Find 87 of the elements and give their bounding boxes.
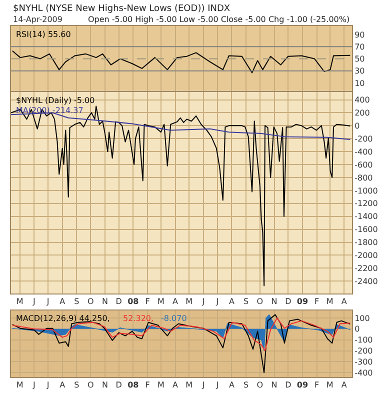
x-tick-label: O xyxy=(87,297,94,306)
line-series xyxy=(11,112,351,140)
y-tick-label: 400 xyxy=(354,96,370,105)
y-tick-label: -600 xyxy=(354,160,373,170)
x-tick-label: A xyxy=(172,297,179,306)
y-tick-label: -100 xyxy=(354,336,373,345)
y-tick-label: -2400 xyxy=(354,276,378,286)
y-tick-label: -1400 xyxy=(354,212,378,222)
line-series xyxy=(12,314,351,374)
y-tick-label: 90 xyxy=(354,30,365,40)
series-label: MACD(12,26,9) 44.250, xyxy=(16,314,110,323)
x-tick-label: N xyxy=(102,380,108,390)
y-tick-label: -1800 xyxy=(354,238,378,248)
x-tick-label: F xyxy=(145,297,150,306)
x-tick-label: J xyxy=(32,297,36,306)
x-tick-label: A xyxy=(172,380,179,390)
y-tick-label: -300 xyxy=(354,357,373,366)
y-tick-label: 200 xyxy=(354,108,370,118)
x-tick-label: 08 xyxy=(128,380,140,390)
y-tick-label: -800 xyxy=(354,173,373,182)
y-tick-label: -400 xyxy=(354,147,373,156)
x-tick-label: M xyxy=(186,380,193,390)
y-tick-label: -1200 xyxy=(354,199,378,208)
x-tick-label: 08 xyxy=(128,297,140,306)
x-tick-label: A xyxy=(60,380,66,390)
x-tick-label: J xyxy=(46,380,50,390)
series-label: $NYHL (Daily) -5.00 xyxy=(16,96,95,105)
chart-title: $NYHL (NYSE New Highs-New Lows (EOD)) INDX xyxy=(13,4,230,14)
y-tick-label: -1600 xyxy=(354,225,378,234)
x-tick-label: M xyxy=(157,380,164,390)
series-label: RSI(14) 55.60 xyxy=(16,30,71,39)
y-tick-label: 0 xyxy=(354,121,360,130)
line-series xyxy=(11,106,351,286)
x-tick-label: J xyxy=(215,380,219,390)
series-label: -8.070 xyxy=(161,314,187,323)
x-tick-label: A xyxy=(60,297,66,306)
y-tick-label: -400 xyxy=(354,368,373,378)
y-tick-label: 10 xyxy=(354,78,365,88)
text: Open -5.00 High -5.00 Low -5.00 Close -5.00 Chg -1.00 (-25.00%) xyxy=(88,15,350,24)
x-tick-label: M xyxy=(16,380,24,390)
y-tick-label: -2000 xyxy=(354,251,378,260)
x-tick-label: F xyxy=(145,380,150,390)
x-tick-label: F xyxy=(314,297,320,306)
x-tick-label: N xyxy=(102,297,108,306)
x-tick-label: S xyxy=(244,297,249,306)
x-tick-label: M xyxy=(157,297,164,306)
series-label: 52.320, xyxy=(123,314,154,323)
x-tick-label: J xyxy=(201,297,205,306)
x-tick-label: O xyxy=(87,380,94,390)
x-tick-label: S xyxy=(244,380,249,390)
x-tick-label: 09 xyxy=(296,297,308,306)
x-tick-label: F xyxy=(314,380,320,390)
x-tick-label: J xyxy=(201,380,205,390)
x-tick-label: A xyxy=(341,380,348,390)
x-tick-label: M xyxy=(326,297,334,306)
series-label: MA(200) -214.37 xyxy=(16,106,84,115)
y-tick-label: 100 xyxy=(354,314,370,323)
y-tick-label: 0 xyxy=(354,324,360,334)
x-tick-label: D xyxy=(116,297,122,306)
x-tick-label: J xyxy=(32,380,36,390)
x-tick-label: O xyxy=(256,297,264,306)
x-tick-label: A xyxy=(341,297,348,306)
x-tick-label: A xyxy=(228,380,235,390)
x-tick-label: M xyxy=(326,380,334,390)
x-tick-label: M xyxy=(186,297,193,306)
y-tick-label: 70 xyxy=(354,42,365,52)
x-tick-label: N xyxy=(271,297,278,306)
x-tick-label: S xyxy=(74,297,80,306)
x-tick-label: N xyxy=(271,380,278,390)
y-tick-label: 50 xyxy=(354,54,365,64)
x-tick-label: D xyxy=(285,380,292,390)
x-tick-label: J xyxy=(215,297,219,306)
y-tick-label: -2200 xyxy=(354,264,378,273)
line-series xyxy=(12,50,351,74)
y-tick-label: 30 xyxy=(354,66,365,76)
x-tick-label: 09 xyxy=(296,380,308,390)
x-tick-label: A xyxy=(228,297,235,306)
y-tick-label: -200 xyxy=(354,134,373,144)
chart-subtitle: 14-Apr-2009 xyxy=(13,15,62,24)
x-tick-label: D xyxy=(285,297,292,306)
y-tick-label: -200 xyxy=(354,346,373,356)
x-tick-label: M xyxy=(16,297,24,306)
y-tick-label: -1000 xyxy=(354,186,378,196)
x-tick-label: J xyxy=(46,297,50,306)
x-tick-label: D xyxy=(116,380,122,390)
x-tick-label: O xyxy=(256,380,264,390)
x-tick-label: S xyxy=(74,380,80,390)
